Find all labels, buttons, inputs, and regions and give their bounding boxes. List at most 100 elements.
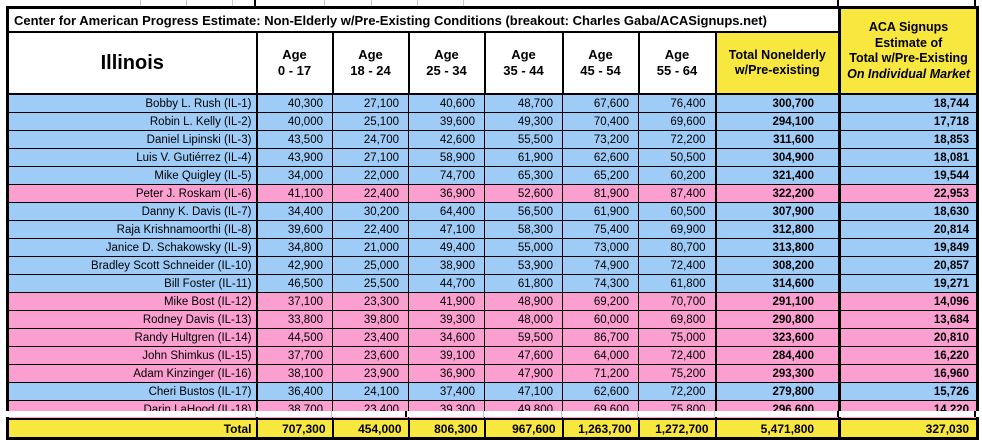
- aca-signups-header-cell[interactable]: ACA Signups Estimate of Total w/Pre-Exis…: [838, 6, 979, 95]
- aca-estimate-value-cell[interactable]: 18,630: [838, 202, 979, 221]
- aca-estimate-value-cell[interactable]: 18,081: [838, 148, 979, 167]
- total-value-cell[interactable]: 806,300: [407, 418, 486, 440]
- state-header-cell[interactable]: Illinois: [6, 31, 258, 95]
- total-nonelderly-value-cell[interactable]: 300,700: [714, 93, 841, 113]
- total-aca-cell[interactable]: 327,030: [838, 418, 979, 440]
- table-title[interactable]: Center for American Progress Estimate: N…: [6, 6, 841, 33]
- age-value-cell[interactable]: 53,900: [484, 256, 563, 275]
- age-column-header[interactable]: Age 35 - 44: [483, 31, 564, 95]
- age-value-cell[interactable]: 61,900: [484, 148, 563, 167]
- age-value-cell[interactable]: 58,900: [408, 148, 485, 167]
- total-nonelderly-value-cell[interactable]: 323,600: [714, 328, 841, 347]
- age-value-cell[interactable]: 48,900: [484, 292, 563, 311]
- age-value-cell[interactable]: 74,700: [408, 166, 485, 185]
- age-value-cell[interactable]: 75,200: [638, 364, 716, 383]
- total-nonelderly-value-cell[interactable]: 290,800: [714, 310, 841, 329]
- age-value-cell[interactable]: 41,100: [256, 184, 333, 203]
- age-value-cell[interactable]: 81,900: [562, 184, 639, 203]
- total-nonelderly-value-cell[interactable]: 304,900: [714, 148, 841, 167]
- age-value-cell[interactable]: 48,700: [484, 93, 563, 113]
- total-nonelderly-value-cell[interactable]: 294,100: [714, 112, 841, 131]
- age-value-cell[interactable]: 36,900: [408, 364, 485, 383]
- total-grandtotal-cell[interactable]: 5,471,800: [714, 418, 841, 440]
- age-value-cell[interactable]: 25,500: [332, 274, 409, 293]
- aca-estimate-value-cell[interactable]: 18,744: [838, 93, 979, 113]
- age-value-cell[interactable]: 23,600: [332, 346, 409, 365]
- total-value-cell[interactable]: 454,000: [331, 418, 410, 440]
- age-value-cell[interactable]: 24,700: [332, 130, 409, 149]
- aca-estimate-value-cell[interactable]: 16,220: [838, 346, 979, 365]
- aca-estimate-value-cell[interactable]: 22,953: [838, 184, 979, 203]
- age-value-cell[interactable]: 49,400: [408, 238, 485, 257]
- representative-name-cell[interactable]: Robin L. Kelly (IL-2): [7, 112, 258, 131]
- aca-estimate-value-cell[interactable]: 20,814: [838, 220, 979, 239]
- total-nonelderly-value-cell[interactable]: 321,400: [714, 166, 841, 185]
- age-value-cell[interactable]: 65,300: [484, 166, 563, 185]
- age-value-cell[interactable]: 86,700: [562, 328, 639, 347]
- age-value-cell[interactable]: 55,500: [484, 130, 563, 149]
- age-value-cell[interactable]: 70,700: [638, 292, 716, 311]
- total-nonelderly-header-cell[interactable]: Total Nonelderly w/Pre-existing: [714, 31, 841, 95]
- representative-name-cell[interactable]: Rodney Davis (IL-13): [7, 310, 258, 329]
- age-value-cell[interactable]: 49,300: [484, 112, 563, 131]
- age-value-cell[interactable]: 36,900: [408, 184, 485, 203]
- age-value-cell[interactable]: 70,400: [562, 112, 639, 131]
- age-value-cell[interactable]: 40,000: [256, 112, 333, 131]
- age-value-cell[interactable]: 37,100: [256, 292, 333, 311]
- representative-name-cell[interactable]: Mike Bost (IL-12): [7, 292, 258, 311]
- age-value-cell[interactable]: 50,500: [638, 148, 716, 167]
- total-nonelderly-value-cell[interactable]: 279,800: [714, 382, 841, 401]
- age-value-cell[interactable]: 47,100: [408, 220, 485, 239]
- age-value-cell[interactable]: 48,000: [484, 310, 563, 329]
- total-nonelderly-value-cell[interactable]: 291,100: [714, 292, 841, 311]
- age-value-cell[interactable]: 43,500: [256, 130, 333, 149]
- age-value-cell[interactable]: 22,000: [332, 166, 409, 185]
- age-value-cell[interactable]: 75,000: [638, 328, 716, 347]
- aca-estimate-value-cell[interactable]: 19,544: [838, 166, 979, 185]
- age-value-cell[interactable]: 56,500: [484, 202, 563, 221]
- age-value-cell[interactable]: 39,100: [408, 346, 485, 365]
- age-value-cell[interactable]: 69,800: [638, 310, 716, 329]
- age-value-cell[interactable]: 37,400: [408, 382, 485, 401]
- aca-estimate-value-cell[interactable]: 19,849: [838, 238, 979, 257]
- aca-estimate-value-cell[interactable]: 20,810: [838, 328, 979, 347]
- total-nonelderly-value-cell[interactable]: 307,900: [714, 202, 841, 221]
- total-nonelderly-value-cell[interactable]: 293,300: [714, 364, 841, 383]
- age-value-cell[interactable]: 27,100: [332, 148, 409, 167]
- representative-name-cell[interactable]: Luis V. Gutiérrez (IL-4): [7, 148, 258, 167]
- age-value-cell[interactable]: 73,200: [562, 130, 639, 149]
- age-value-cell[interactable]: 60,500: [638, 202, 716, 221]
- age-value-cell[interactable]: 42,600: [408, 130, 485, 149]
- age-value-cell[interactable]: 47,900: [484, 364, 563, 383]
- age-value-cell[interactable]: 38,900: [408, 256, 485, 275]
- representative-name-cell[interactable]: Janice D. Schakowsky (IL-9): [7, 238, 258, 257]
- aca-estimate-value-cell[interactable]: 20,857: [838, 256, 979, 275]
- age-value-cell[interactable]: 71,200: [562, 364, 639, 383]
- age-value-cell[interactable]: 38,100: [256, 364, 333, 383]
- total-nonelderly-value-cell[interactable]: 322,200: [714, 184, 841, 203]
- age-value-cell[interactable]: 39,300: [408, 310, 485, 329]
- age-column-header[interactable]: Age 25 - 34: [407, 31, 486, 95]
- age-column-header[interactable]: Age 18 - 24: [331, 31, 410, 95]
- age-value-cell[interactable]: 39,800: [332, 310, 409, 329]
- age-value-cell[interactable]: 87,400: [638, 184, 716, 203]
- total-nonelderly-value-cell[interactable]: 313,800: [714, 238, 841, 257]
- age-value-cell[interactable]: 33,800: [256, 310, 333, 329]
- representative-name-cell[interactable]: Bradley Scott Schneider (IL-10): [7, 256, 258, 275]
- total-label-cell[interactable]: Total: [6, 418, 258, 440]
- age-value-cell[interactable]: 61,900: [562, 202, 639, 221]
- age-value-cell[interactable]: 23,900: [332, 364, 409, 383]
- age-value-cell[interactable]: 41,900: [408, 292, 485, 311]
- age-value-cell[interactable]: 73,000: [562, 238, 639, 257]
- total-value-cell[interactable]: 967,600: [483, 418, 564, 440]
- age-value-cell[interactable]: 47,600: [484, 346, 563, 365]
- age-value-cell[interactable]: 67,600: [562, 93, 639, 113]
- age-value-cell[interactable]: 52,600: [484, 184, 563, 203]
- age-value-cell[interactable]: 69,900: [638, 220, 716, 239]
- age-value-cell[interactable]: 37,700: [256, 346, 333, 365]
- age-value-cell[interactable]: 34,400: [256, 202, 333, 221]
- aca-estimate-value-cell[interactable]: 18,853: [838, 130, 979, 149]
- age-value-cell[interactable]: 59,500: [484, 328, 563, 347]
- age-value-cell[interactable]: 60,200: [638, 166, 716, 185]
- age-value-cell[interactable]: 40,600: [408, 93, 485, 113]
